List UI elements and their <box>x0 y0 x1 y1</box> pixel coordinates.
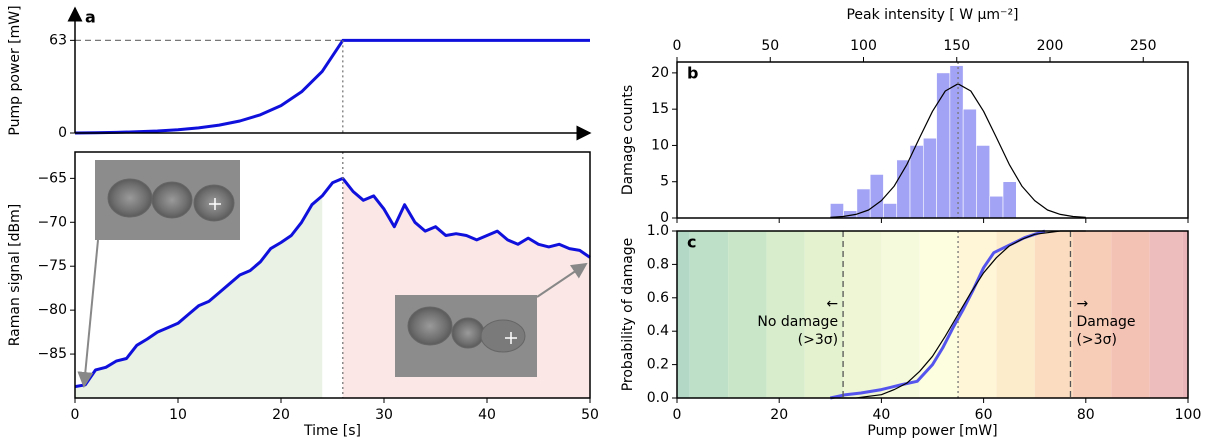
bar <box>869 174 884 219</box>
annotation: ← <box>826 296 838 312</box>
y-tick-label: 5 <box>660 174 669 190</box>
y-tick-label: 63 <box>49 32 67 48</box>
x2-tick-label: 100 <box>850 38 877 54</box>
y-tick-label: −65 <box>37 170 67 186</box>
background-band <box>1111 231 1150 398</box>
background-band <box>766 231 805 398</box>
x2-tick-label: 150 <box>943 38 970 54</box>
x-tick-label: 0 <box>673 407 682 423</box>
panel-label: c <box>687 233 696 252</box>
x-tick-label: 50 <box>581 407 599 423</box>
bar <box>976 145 991 219</box>
x-tick-label: 20 <box>272 407 290 423</box>
bar <box>923 137 937 219</box>
bar <box>909 145 924 219</box>
x-tick-label: 10 <box>169 407 187 423</box>
x-tick-label: 40 <box>478 407 496 423</box>
axes-frame <box>676 230 1189 399</box>
x-tick-label: 80 <box>1077 407 1095 423</box>
inset-bottom <box>395 262 588 377</box>
x-tick-label: 60 <box>975 407 993 423</box>
y-tick-label: 0.8 <box>647 256 669 272</box>
annotation-layer: 0 63 Pump power [mW] a −85 −80 −75 −70 −65 0 10 20 3… <box>7 5 1201 439</box>
y-tick-label: 0.6 <box>647 290 669 306</box>
x-tick-label: 20 <box>770 407 788 423</box>
bar <box>989 195 1004 219</box>
y-tick-label: −70 <box>37 214 67 230</box>
y-tick-label: 1.0 <box>647 223 669 239</box>
y-tick-label: 0.2 <box>647 357 669 373</box>
annotation: No damage <box>757 314 838 330</box>
background-band <box>1073 231 1112 398</box>
annotation: Damage <box>1076 314 1135 330</box>
x-tick-label: 100 <box>1175 407 1202 423</box>
background-band <box>728 231 767 398</box>
background-band <box>996 231 1035 398</box>
x-tick-label: 40 <box>872 407 890 423</box>
x-tick-label: 0 <box>71 407 80 423</box>
panel-label: a <box>85 8 96 27</box>
y-tick-label: 0.0 <box>647 390 669 406</box>
y-tick-label: 0 <box>58 125 67 141</box>
background-band <box>1034 231 1074 398</box>
annotation: → <box>1076 296 1088 312</box>
inset-top <box>77 160 240 388</box>
y-axis-label: Damage counts <box>620 85 636 195</box>
y-tick-label: 10 <box>651 137 669 153</box>
panel-label: b <box>687 64 698 83</box>
bar <box>1002 181 1017 219</box>
x2-axis-label: Peak intensity [ W μm⁻²] <box>846 7 1018 23</box>
x-axis-label: Pump power [mW] <box>867 423 997 439</box>
y-tick-label: −85 <box>37 346 67 362</box>
bar <box>896 159 911 219</box>
y-tick-label: 0 <box>660 210 669 226</box>
y-axis-label: Probability of damage <box>620 238 636 392</box>
bar <box>829 203 844 219</box>
axes-frame <box>676 61 1189 219</box>
y-tick-label: 15 <box>651 101 669 117</box>
x-axis-label: Time [s] <box>303 423 361 439</box>
x2-tick-label: 50 <box>761 38 779 54</box>
axes-frame <box>74 151 591 399</box>
bar <box>962 108 977 219</box>
background-band <box>1182 231 1188 398</box>
background-band <box>843 231 882 398</box>
data-line <box>830 230 1086 399</box>
bar <box>883 203 898 219</box>
x2-tick-label: 0 <box>673 38 682 54</box>
y-axis-label: Pump power [mW] <box>7 5 23 135</box>
y-tick-label: 20 <box>651 65 669 81</box>
y-tick-label: 0.4 <box>647 323 669 339</box>
background-band <box>1149 231 1183 398</box>
background-band <box>689 231 729 398</box>
y-axis-label: Raman signal [dBm] <box>7 204 23 346</box>
data-line <box>74 38 590 135</box>
background-band <box>881 231 920 398</box>
annotation: (>3σ) <box>1076 332 1116 348</box>
data-line <box>74 176 591 389</box>
annotation: (>3σ) <box>798 332 838 348</box>
background-band <box>677 231 690 398</box>
y-tick-label: −75 <box>37 258 67 274</box>
background-band <box>804 231 844 398</box>
x-tick-label: 30 <box>375 407 393 423</box>
x2-tick-label: 250 <box>1130 38 1157 54</box>
y-tick-label: −80 <box>37 302 67 318</box>
bar <box>949 65 964 219</box>
x2-tick-label: 200 <box>1037 38 1064 54</box>
